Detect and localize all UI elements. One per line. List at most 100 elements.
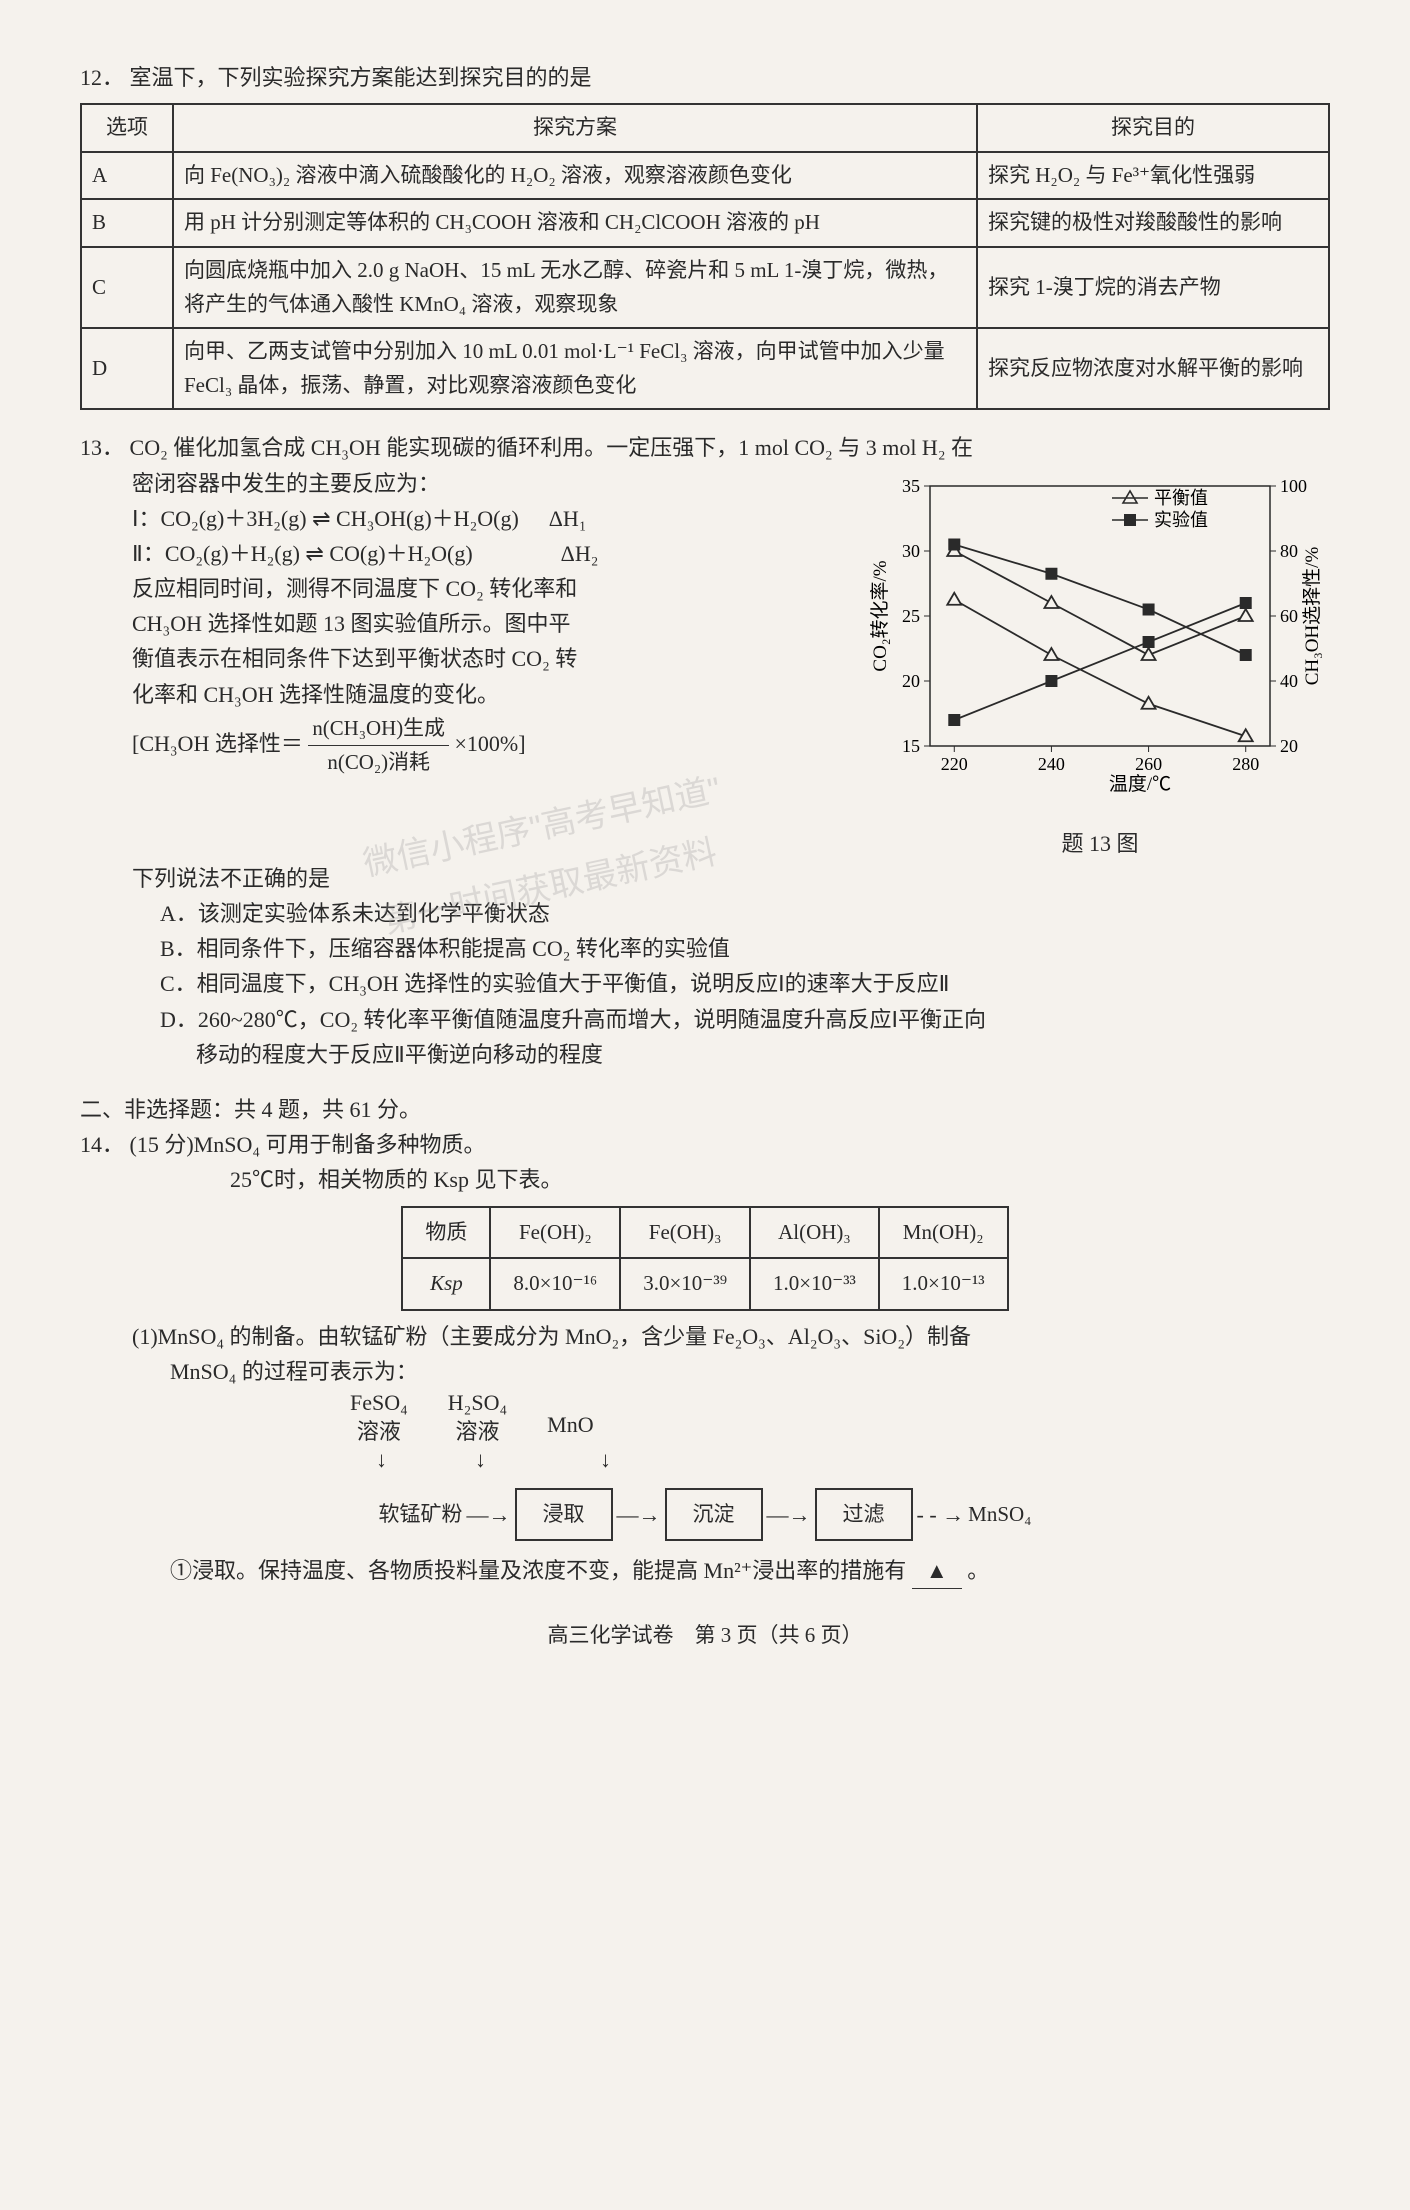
table-row: B 用 pH 计分别测定等体积的 CH₃COOH 溶液和 CH₂ClCOOH 溶… <box>81 199 1329 247</box>
svg-text:温度/℃: 温度/℃ <box>1109 773 1171 795</box>
cell-plan: 用 pH 计分别测定等体积的 CH₃COOH 溶液和 CH₂ClCOOH 溶液的… <box>173 199 977 247</box>
cell-opt: B <box>81 199 173 247</box>
ksp-v0: 8.0×10⁻¹⁶ <box>490 1258 620 1310</box>
q14-p1b: MnSO₄ 的过程可表示为： <box>80 1354 1330 1389</box>
q13-stem2: 下列说法不正确的是 <box>80 861 1330 896</box>
q13-chart: 220240260280152025303520406080100平衡值实验值温… <box>870 466 1330 816</box>
cell-goal: 探究反应物浓度对水解平衡的影响 <box>977 328 1329 409</box>
question-14: 14． (15 分)MnSO₄ 可用于制备多种物质。 25℃时，相关物质的 Ks… <box>80 1127 1330 1589</box>
flow-in1a: FeSO₄ <box>350 1390 408 1415</box>
ksp-table: 物质 Fe(OH)₂ Fe(OH)₃ Al(OH)₃ Mn(OH)₂ Ksp 8… <box>401 1206 1008 1311</box>
q13-dh2: ΔH₂ <box>561 536 599 571</box>
svg-text:CO₂转化率/%: CO₂转化率/% <box>870 560 891 671</box>
flow-in2b: 溶液 <box>455 1419 499 1444</box>
table-header-row: 物质 Fe(OH)₂ Fe(OH)₃ Al(OH)₃ Mn(OH)₂ <box>402 1207 1007 1259</box>
ksp-label: Ksp <box>402 1258 490 1310</box>
th-plan: 探究方案 <box>173 104 977 152</box>
ksp-h2: Fe(OH)₃ <box>620 1207 750 1259</box>
svg-text:240: 240 <box>1038 754 1065 774</box>
p1c-b: 。 <box>967 1558 989 1583</box>
q13-p5: 衡值表示在相同条件下达到平衡状态时 CO₂ 转 <box>80 641 850 676</box>
table-row: D 向甲、乙两支试管中分别加入 10 mL 0.01 mol·L⁻¹ FeCl₃… <box>81 328 1329 409</box>
q13-p6: 化率和 CH₃OH 选择性随温度的变化。 <box>80 677 850 712</box>
ksp-v3: 1.0×10⁻¹³ <box>879 1258 1008 1310</box>
q14-line2: 25℃时，相关物质的 Ksp 见下表。 <box>80 1162 1330 1197</box>
th-option: 选项 <box>81 104 173 152</box>
flow-in2a: H₂SO₄ <box>448 1390 507 1415</box>
svg-text:15: 15 <box>902 736 920 756</box>
svg-text:实验值: 实验值 <box>1154 510 1208 530</box>
svg-text:260: 260 <box>1135 754 1162 774</box>
sel-tail: ×100%] <box>454 731 525 756</box>
q14-number: 14． <box>80 1132 124 1157</box>
svg-text:30: 30 <box>902 541 920 561</box>
page-footer: 高三化学试卷 第 3 页（共 6 页） <box>80 1619 1330 1653</box>
svg-text:220: 220 <box>941 754 968 774</box>
cell-opt: C <box>81 247 173 328</box>
ksp-h0: 物质 <box>402 1207 490 1259</box>
arrow-dash-icon: - - → <box>913 1497 969 1532</box>
question-12: 12． 室温下，下列实验探究方案能达到探究目的的是 选项 探究方案 探究目的 A… <box>80 60 1330 410</box>
q13-optA: A．该测定实验体系未达到化学平衡状态 <box>80 896 1330 931</box>
cell-goal: 探究键的极性对羧酸酸性的影响 <box>977 199 1329 247</box>
arrow-right-icon: —→ <box>763 1497 815 1532</box>
frac-den: n(CO₂)消耗 <box>308 746 449 779</box>
ksp-h1: Fe(OH)₂ <box>490 1207 620 1259</box>
q14-p1c: ①浸取。保持温度、各物质投料量及浓度不变，能提高 Mn²⁺浸出率的措施有 ▲ 。 <box>80 1553 1330 1589</box>
section-2-header: 二、非选择题：共 4 题，共 61 分。 <box>80 1092 1330 1127</box>
arrow-down-icon: ↓ <box>376 1442 387 1477</box>
q12-table: 选项 探究方案 探究目的 A 向 Fe(NO₃)₂ 溶液中滴入硫酸酸化的 H₂O… <box>80 103 1330 410</box>
q13-selectivity: [CH₃OH 选择性＝ n(CH₃OH)生成 n(CO₂)消耗 ×100%] <box>80 712 850 780</box>
flow-end: MnSO₄ <box>968 1498 1031 1532</box>
ksp-v2: 1.0×10⁻³³ <box>750 1258 879 1310</box>
svg-text:25: 25 <box>902 606 920 626</box>
q13-intro1: CO₂ 催化加氢合成 CH₃OH 能实现碳的循环利用。一定压强下，1 mol C… <box>130 435 973 460</box>
th-goal: 探究目的 <box>977 104 1329 152</box>
q12-stem: 室温下，下列实验探究方案能达到探究目的的是 <box>130 65 592 90</box>
flow-start: 软锰矿粉 <box>379 1498 463 1532</box>
q13-eq2: Ⅱ：CO₂(g)＋H₂(g) ⇌ CO(g)＋H₂O(g) <box>132 536 473 571</box>
svg-text:CH₃OH选择性/%: CH₃OH选择性/% <box>1301 546 1323 685</box>
svg-text:平衡值: 平衡值 <box>1154 488 1208 508</box>
fill-blank: ▲ <box>912 1553 962 1589</box>
cell-plan: 向圆底烧瓶中加入 2.0 g NaOH、15 mL 无水乙醇、碎瓷片和 5 mL… <box>173 247 977 328</box>
cell-plan: 向 Fe(NO₃)₂ 溶液中滴入硫酸酸化的 H₂O₂ 溶液，观察溶液颜色变化 <box>173 152 977 200</box>
svg-text:60: 60 <box>1280 606 1298 626</box>
arrow-down-icon: ↓ <box>600 1442 611 1477</box>
q13-left-col: 密闭容器中发生的主要反应为： Ⅰ：CO₂(g)＋3H₂(g) ⇌ CH₃OH(g… <box>80 466 850 780</box>
table-row: A 向 Fe(NO₃)₂ 溶液中滴入硫酸酸化的 H₂O₂ 溶液，观察溶液颜色变化… <box>81 152 1329 200</box>
q13-p4: CH₃OH 选择性如题 13 图实验值所示。图中平 <box>80 606 850 641</box>
chart-caption: 题 13 图 <box>870 826 1330 861</box>
ksp-v1: 3.0×10⁻³⁹ <box>620 1258 750 1310</box>
q13-optC: C．相同温度下，CH₃OH 选择性的实验值大于平衡值，说明反应Ⅰ的速率大于反应Ⅱ <box>80 966 1330 1001</box>
q13-optD1: D．260~280℃，CO₂ 转化率平衡值随温度升高而增大，说明随温度升高反应Ⅰ… <box>80 1002 1330 1037</box>
p1c-a: ①浸取。保持温度、各物质投料量及浓度不变，能提高 Mn²⁺浸出率的措施有 <box>170 1558 906 1583</box>
arrow-right-icon: —→ <box>463 1497 515 1532</box>
cell-plan: 向甲、乙两支试管中分别加入 10 mL 0.01 mol·L⁻¹ FeCl₃ 溶… <box>173 328 977 409</box>
sel-label: [CH₃OH 选择性＝ <box>132 731 303 756</box>
table-row: C 向圆底烧瓶中加入 2.0 g NaOH、15 mL 无水乙醇、碎瓷片和 5 … <box>81 247 1329 328</box>
svg-text:40: 40 <box>1280 671 1298 691</box>
q13-p3: 反应相同时间，测得不同温度下 CO₂ 转化率和 <box>80 571 850 606</box>
q14-p1a: (1)MnSO₄ 的制备。由软锰矿粉（主要成分为 MnO₂，含少量 Fe₂O₃、… <box>80 1319 1330 1354</box>
ksp-h4: Mn(OH)₂ <box>879 1207 1008 1259</box>
ksp-h3: Al(OH)₃ <box>750 1207 879 1259</box>
flow-box2: 沉淀 <box>665 1488 763 1542</box>
q13-optB: B．相同条件下，压缩容器体积能提高 CO₂ 转化率的实验值 <box>80 931 1330 966</box>
cell-goal: 探究 1-溴丁烷的消去产物 <box>977 247 1329 328</box>
q14-stem: (15 分)MnSO₄ 可用于制备多种物质。 <box>130 1132 486 1157</box>
q13-optD2: 移动的程度大于反应Ⅱ平衡逆向移动的程度 <box>80 1037 1330 1072</box>
svg-text:80: 80 <box>1280 541 1298 561</box>
cell-goal: 探究 H₂O₂ 与 Fe³⁺氧化性强弱 <box>977 152 1329 200</box>
cell-opt: A <box>81 152 173 200</box>
svg-text:35: 35 <box>902 476 920 496</box>
q13-number: 13． <box>80 435 124 460</box>
cell-opt: D <box>81 328 173 409</box>
fraction: n(CH₃OH)生成 n(CO₂)消耗 <box>308 712 449 780</box>
arrow-down-icon: ↓ <box>475 1442 486 1477</box>
svg-text:280: 280 <box>1232 754 1259 774</box>
flowchart-inputs: FeSO₄ 溶液 H₂SO₄ 溶液 MnO ↓ ↓ ↓ <box>80 1389 1330 1477</box>
flow-in3: MnO <box>547 1412 593 1437</box>
svg-text:100: 100 <box>1280 476 1307 496</box>
flow-in1b: 溶液 <box>357 1419 401 1444</box>
